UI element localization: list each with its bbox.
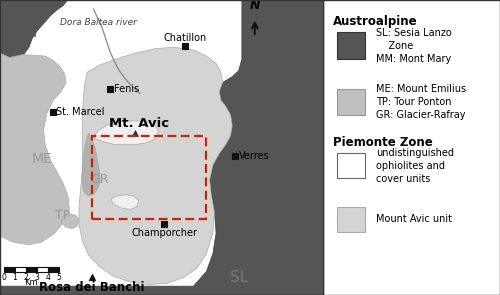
Polygon shape [79,47,232,285]
Bar [336,206,365,232]
Text: 4: 4 [46,273,50,282]
Polygon shape [0,0,322,295]
Text: Rosa dei Banchi: Rosa dei Banchi [39,281,144,294]
Text: Verres: Verres [240,151,270,161]
Text: MM: MM [11,25,38,40]
Text: undistinguished
ophiolites and
cover units: undistinguished ophiolites and cover uni… [376,148,454,184]
Polygon shape [82,133,100,196]
Text: 2: 2 [24,273,28,282]
Bar [336,32,365,59]
Bar [92,136,206,219]
Polygon shape [0,0,68,59]
Text: ME: Mount Emilius
TP: Tour Ponton
GR: Glacier-Rafray: ME: Mount Emilius TP: Tour Ponton GR: Gl… [376,84,466,119]
Text: SL: Sesia Lanzo
    Zone
MM: Mont Mary: SL: Sesia Lanzo Zone MM: Mont Mary [376,28,452,63]
Text: Piemonte Zone: Piemonte Zone [333,136,433,149]
Text: Fenis: Fenis [114,83,139,94]
Text: Dora Baltea river: Dora Baltea river [60,17,137,27]
Polygon shape [62,214,79,229]
Bar [336,88,365,115]
Text: 5: 5 [56,273,61,282]
Text: GR: GR [90,173,109,186]
Text: 0: 0 [2,273,6,282]
Text: TP: TP [56,209,70,222]
Text: 3: 3 [34,273,39,282]
Polygon shape [95,121,158,145]
Text: Chatillon: Chatillon [164,33,207,43]
Text: Champorcher: Champorcher [132,228,198,238]
Polygon shape [0,53,70,245]
Text: 1: 1 [12,273,17,282]
Text: St. Marcel: St. Marcel [56,107,105,117]
Text: SL: SL [230,270,248,285]
Text: Mt. Avic: Mt. Avic [108,117,168,130]
Bar [4,267,15,272]
Text: Km: Km [24,278,38,288]
Bar [336,153,365,178]
Polygon shape [112,195,138,209]
Text: N: N [250,0,260,12]
Text: ME: ME [32,152,52,166]
Bar [37,267,48,272]
Text: Austroalpine: Austroalpine [333,15,418,28]
Bar [48,267,58,272]
Text: Mount Avic unit: Mount Avic unit [376,214,452,224]
Bar [26,267,37,272]
Bar [15,267,26,272]
